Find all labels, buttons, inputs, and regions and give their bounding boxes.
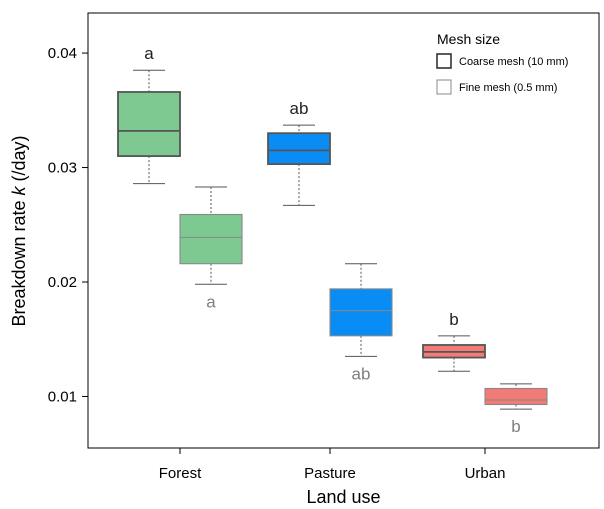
box-series xyxy=(117,69,548,410)
x-axis: Forest Pasture Urban xyxy=(159,448,506,482)
iqr-box xyxy=(329,288,393,337)
y-axis-title-variable: k xyxy=(9,185,29,195)
legend-swatch-coarse xyxy=(436,53,452,69)
y-axis: 0.01 0.02 0.03 0.04 xyxy=(48,45,88,405)
x-tick-label: Urban xyxy=(465,465,506,482)
legend-label-fine: Fine mesh (0.5 mm) xyxy=(459,82,557,94)
legend-swatch-fine xyxy=(436,79,452,95)
y-tick-label: 0.01 xyxy=(48,388,77,405)
significance-letter: b xyxy=(449,310,458,329)
legend-label-coarse: Coarse mesh (10 mm) xyxy=(459,56,568,68)
iqr-box xyxy=(179,213,243,265)
box-forest-fine xyxy=(179,186,243,285)
significance-letters: a ab b a ab b xyxy=(144,44,520,436)
x-tick-label: Forest xyxy=(159,465,202,482)
y-axis-title-prefix: Breakdown rate xyxy=(9,195,29,326)
box-urban-fine xyxy=(484,383,548,410)
y-tick-label: 0.02 xyxy=(48,274,77,291)
significance-letter: ab xyxy=(290,99,309,118)
significance-letter: a xyxy=(206,292,216,311)
plot-frame xyxy=(87,12,600,449)
y-tick-label: 0.03 xyxy=(48,160,77,177)
iqr-box xyxy=(267,132,331,166)
legend: Mesh size Coarse mesh (10 mm) Fine mesh … xyxy=(436,31,568,95)
significance-letter: ab xyxy=(352,364,371,383)
box-pasture-fine xyxy=(329,263,393,357)
box-forest-coarse xyxy=(117,69,181,185)
iqr-box xyxy=(484,387,548,406)
box-pasture-coarse xyxy=(267,124,331,206)
x-axis-title: Land use xyxy=(306,487,380,507)
box-urban-coarse xyxy=(422,335,486,372)
y-axis-title-suffix: (/day) xyxy=(9,135,29,186)
significance-letter: a xyxy=(144,44,154,63)
y-tick-label: 0.04 xyxy=(48,45,77,62)
y-axis-title: Breakdown rate k (/day) xyxy=(9,135,29,326)
iqr-box xyxy=(117,91,181,157)
legend-title: Mesh size xyxy=(437,31,500,47)
x-tick-label: Pasture xyxy=(304,465,356,482)
significance-letter: b xyxy=(511,417,520,436)
